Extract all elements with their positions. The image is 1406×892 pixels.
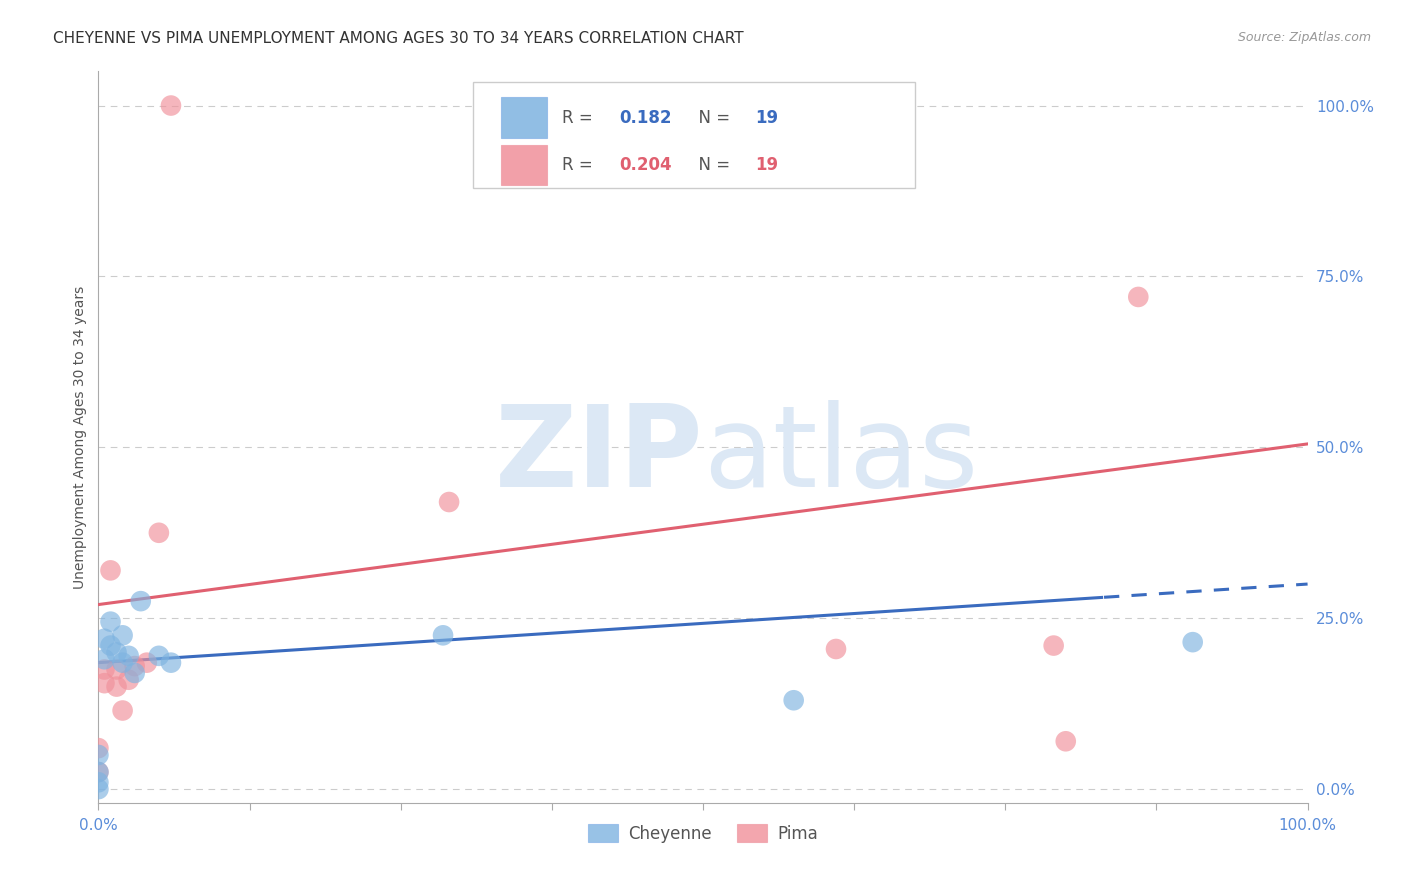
Point [87, 775, 110, 789]
Point [118, 673, 141, 687]
Bar [501, 145, 547, 186]
Point [93, 663, 115, 677]
Point [100, 563, 122, 577]
Bar [501, 97, 547, 137]
Text: atlas: atlas [703, 400, 979, 511]
Point [93, 676, 115, 690]
Point [87, 747, 110, 762]
Legend: Cheyenne, Pima: Cheyenne, Pima [582, 818, 824, 849]
Point [148, 648, 170, 663]
Point [105, 680, 128, 694]
Point [105, 645, 128, 659]
Point [87, 765, 110, 780]
Point [100, 615, 122, 629]
Point [160, 98, 183, 112]
Point [432, 628, 454, 642]
Text: N =: N = [689, 156, 735, 174]
Point [111, 656, 134, 670]
Point [1181, 635, 1204, 649]
Point [135, 656, 157, 670]
Text: 0.182: 0.182 [620, 109, 672, 127]
Point [437, 495, 460, 509]
Point [111, 704, 134, 718]
Text: Source: ZipAtlas.com: Source: ZipAtlas.com [1237, 31, 1371, 45]
Point [1054, 734, 1077, 748]
Text: 19: 19 [755, 156, 778, 174]
Text: ZIP: ZIP [495, 400, 703, 511]
Point [1128, 290, 1150, 304]
Point [160, 656, 183, 670]
Point [105, 663, 128, 677]
Point [782, 693, 804, 707]
Point [1042, 639, 1064, 653]
Point [124, 659, 146, 673]
Point [87, 782, 110, 797]
Text: 0.204: 0.204 [620, 156, 672, 174]
Point [129, 594, 152, 608]
Point [837, 98, 859, 112]
Text: 19: 19 [755, 109, 778, 127]
Point [87, 741, 110, 756]
Point [825, 642, 848, 657]
Point [118, 648, 141, 663]
FancyBboxPatch shape [474, 82, 915, 188]
Y-axis label: Unemployment Among Ages 30 to 34 years: Unemployment Among Ages 30 to 34 years [73, 285, 87, 589]
Point [87, 765, 110, 780]
Point [148, 525, 170, 540]
Text: N =: N = [689, 109, 735, 127]
Point [111, 628, 134, 642]
Point [93, 632, 115, 646]
Text: R =: R = [561, 109, 598, 127]
Text: CHEYENNE VS PIMA UNEMPLOYMENT AMONG AGES 30 TO 34 YEARS CORRELATION CHART: CHEYENNE VS PIMA UNEMPLOYMENT AMONG AGES… [53, 31, 744, 46]
Point [100, 639, 122, 653]
Point [93, 652, 115, 666]
Point [124, 665, 146, 680]
Text: R =: R = [561, 156, 598, 174]
